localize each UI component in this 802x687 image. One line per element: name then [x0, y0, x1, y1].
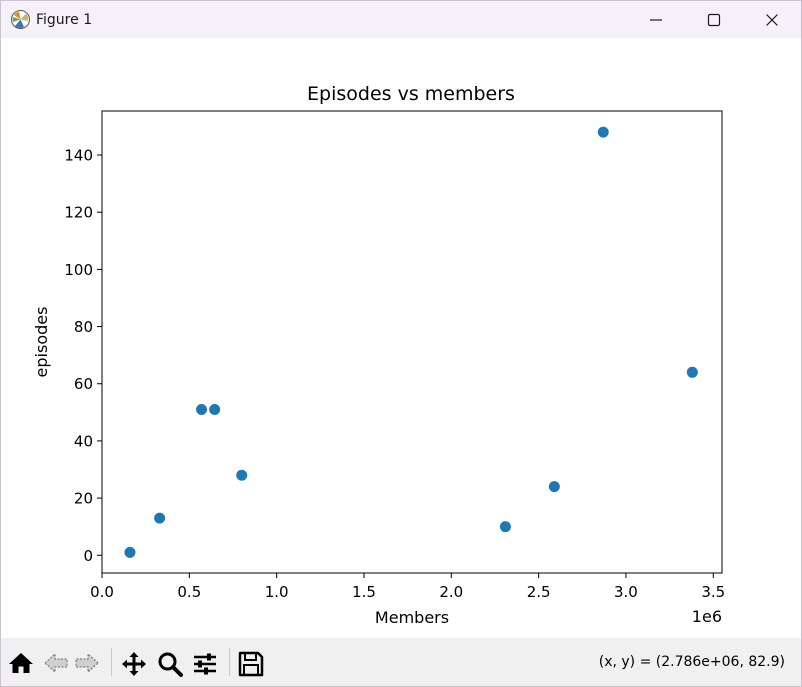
scatter-point — [548, 481, 560, 493]
y-tick-label: 0 — [83, 547, 93, 565]
y-tick-label: 40 — [74, 432, 93, 450]
minimize-button[interactable] — [627, 1, 685, 38]
x-axis-label: Members — [375, 608, 449, 627]
back-button[interactable] — [39, 646, 73, 680]
scatter-plot: Episodes vs members 0.0 0.5 1.0 1.5 2.0 2.5 3.… — [32, 83, 725, 627]
x-tick-label: 0.5 — [177, 583, 201, 601]
scatter-point — [499, 521, 511, 533]
x-tick-label: 2.0 — [439, 583, 463, 601]
toolbar-separator — [111, 648, 112, 676]
y-tick-label: 20 — [74, 490, 93, 508]
home-icon — [9, 653, 33, 673]
home-button[interactable] — [4, 646, 38, 680]
scatter-point — [236, 469, 248, 481]
x-tick-label: 3.0 — [614, 583, 638, 601]
toolbar-separator — [229, 648, 230, 676]
data-points — [124, 126, 698, 558]
title-bar[interactable]: Figure 1 — [1, 1, 801, 38]
back-icon — [44, 652, 68, 674]
x-tick-label: 2.5 — [527, 583, 551, 601]
window-title: Figure 1 — [36, 12, 93, 28]
zoom-icon — [158, 652, 183, 677]
x-tick-label: 1.0 — [265, 583, 289, 601]
close-button[interactable] — [743, 1, 801, 38]
scatter-point — [154, 512, 166, 524]
y-tick-label: 80 — [74, 318, 93, 336]
matplotlib-app-icon — [10, 9, 31, 30]
scatter-point — [686, 366, 698, 378]
minimize-icon — [650, 19, 662, 21]
x-axis-offset-label: 1e6 — [692, 607, 722, 626]
save-icon — [238, 651, 264, 677]
forward-button[interactable] — [70, 646, 104, 680]
x-tick-label: 0.0 — [90, 583, 114, 601]
x-axis-ticks: 0.0 0.5 1.0 1.5 2.0 2.5 3.0 3.5 — [90, 573, 725, 601]
y-tick-label: 100 — [64, 261, 93, 279]
figure-canvas[interactable]: Episodes vs members 0.0 0.5 1.0 1.5 2.0 2.5 3.… — [1, 38, 801, 638]
x-tick-label: 3.5 — [701, 583, 725, 601]
pan-button[interactable] — [117, 646, 151, 680]
y-axis-label: episodes — [32, 307, 51, 378]
maximize-button[interactable] — [685, 1, 743, 38]
cursor-coordinates: (x, y) = (2.786e+06, 82.9) — [598, 654, 785, 670]
close-icon — [766, 14, 778, 26]
axes-frame — [101, 110, 723, 574]
scatter-point — [597, 126, 609, 138]
y-tick-label: 60 — [74, 375, 93, 393]
scatter-point — [209, 403, 221, 415]
maximize-icon — [707, 13, 721, 27]
save-button[interactable] — [234, 646, 268, 680]
pan-icon — [122, 652, 146, 676]
forward-icon — [75, 652, 99, 674]
scatter-point — [124, 546, 136, 558]
y-tick-label: 120 — [64, 204, 93, 222]
scatter-point — [196, 403, 208, 415]
navigation-toolbar: (x, y) = (2.786e+06, 82.9) — [1, 638, 801, 686]
configure-subplots-icon — [194, 653, 216, 675]
y-axis-ticks: 0 20 40 60 80 100 120 140 — [64, 147, 102, 565]
x-tick-label: 1.5 — [352, 583, 376, 601]
chart-title: Episodes vs members — [307, 83, 515, 105]
zoom-button[interactable] — [153, 646, 187, 680]
configure-subplots-button[interactable] — [188, 646, 222, 680]
y-tick-label: 140 — [64, 147, 93, 165]
